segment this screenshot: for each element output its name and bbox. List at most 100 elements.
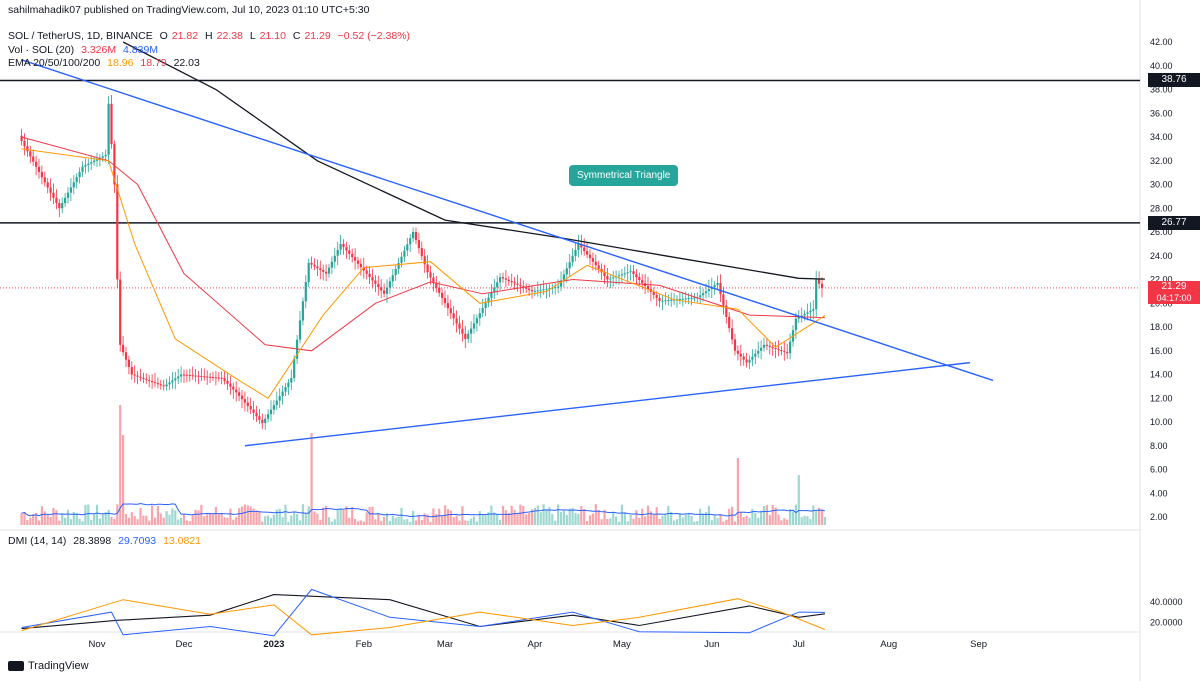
tradingview-logo[interactable]: TradingView (8, 660, 89, 672)
time-tick-label: 2023 (263, 639, 284, 650)
volume-bar (377, 513, 380, 525)
candle-body (130, 367, 133, 375)
volume-bar (84, 505, 87, 525)
candle-body (731, 328, 734, 340)
volume-bar (670, 511, 673, 525)
volume-bar (420, 520, 423, 525)
candle-body (37, 166, 41, 173)
volume-bar (61, 513, 64, 525)
volume-bar (606, 518, 609, 525)
volume-bar (699, 508, 702, 525)
time-tick-label: May (613, 639, 631, 650)
volume-bar (209, 513, 212, 525)
candle-body (281, 391, 284, 397)
candle-body (43, 177, 46, 183)
volume-bar (658, 518, 661, 525)
volume-bar (748, 517, 751, 525)
volume-bar (704, 512, 708, 525)
candle-body (211, 377, 215, 379)
volume-bar (464, 520, 467, 525)
volume-bar (510, 505, 513, 525)
volume-bar (206, 514, 209, 525)
candle-body (232, 386, 235, 390)
volume-bar (501, 505, 505, 525)
volume-bar (359, 520, 362, 525)
candle-body (78, 171, 81, 178)
volume-bar (652, 514, 655, 525)
volume-bar (95, 504, 99, 525)
price-tick-label: 40.00 (1150, 61, 1173, 71)
candle-body (397, 262, 400, 270)
candle-body (330, 261, 333, 268)
candle-body (255, 412, 258, 417)
volume-bar (72, 511, 75, 525)
candle-body (72, 182, 75, 188)
volume-bar (455, 515, 458, 525)
volume-bar (542, 504, 545, 525)
candle-body (177, 376, 180, 379)
volume-bar (681, 517, 684, 525)
volume-bar (568, 508, 571, 525)
candle-body (818, 279, 821, 284)
volume-bar (615, 516, 618, 525)
candle-body (142, 377, 145, 379)
candle-body (458, 323, 461, 329)
candle-body (484, 302, 487, 308)
price-tick-label: 8.00 (1150, 441, 1168, 451)
price-tick-label: 4.00 (1150, 488, 1168, 498)
candle-body (670, 299, 673, 301)
candle-body (275, 400, 278, 406)
candle-body (272, 405, 275, 410)
volume-bar (75, 513, 78, 525)
volume-bar (484, 515, 487, 525)
volume-bar (281, 517, 284, 525)
price-tick-label: 22.00 (1150, 275, 1173, 285)
candle-body (182, 374, 186, 376)
volume-bar (803, 515, 806, 525)
candle-body (574, 249, 577, 257)
candle-body (284, 387, 287, 392)
candle-body (583, 247, 586, 251)
candle-body (188, 375, 191, 377)
volume-bar (458, 520, 461, 525)
volume-bar (397, 516, 400, 525)
candle-body (194, 375, 197, 377)
volume-bar (719, 514, 722, 525)
candle-body (394, 269, 397, 276)
candle-body (516, 283, 519, 285)
volume-bar (818, 507, 821, 525)
volume-ma-line (21, 502, 826, 518)
candle-body (55, 197, 58, 204)
candle-body (127, 359, 130, 368)
candle-body (371, 277, 374, 281)
candle-body (333, 255, 336, 262)
candle-body (786, 352, 789, 354)
volume-bar (583, 509, 586, 525)
volume-bar (716, 517, 719, 525)
candle-body (716, 283, 719, 286)
candle-body (661, 300, 664, 302)
candle-body (475, 318, 478, 324)
candle-body (728, 316, 731, 329)
volume-bar (319, 519, 322, 525)
volume-bar (93, 514, 96, 525)
candle-body (380, 287, 383, 291)
candle-body (797, 317, 800, 319)
candle-body (533, 290, 536, 292)
volume-bar (177, 519, 180, 525)
volume-bar (243, 504, 246, 525)
candle-body (754, 353, 757, 357)
volume-bar (310, 433, 313, 525)
volume-bar (130, 512, 133, 525)
volume-bar (780, 520, 783, 525)
candle-body (322, 270, 325, 272)
candle-body (800, 315, 803, 318)
price-tick-label: 6.00 (1150, 465, 1168, 475)
volume-bar (765, 504, 768, 525)
volume-bar (287, 521, 290, 525)
volume-bar (226, 517, 229, 525)
volume-bar (597, 510, 600, 525)
candle-body (226, 380, 229, 384)
candle-body (261, 419, 264, 424)
